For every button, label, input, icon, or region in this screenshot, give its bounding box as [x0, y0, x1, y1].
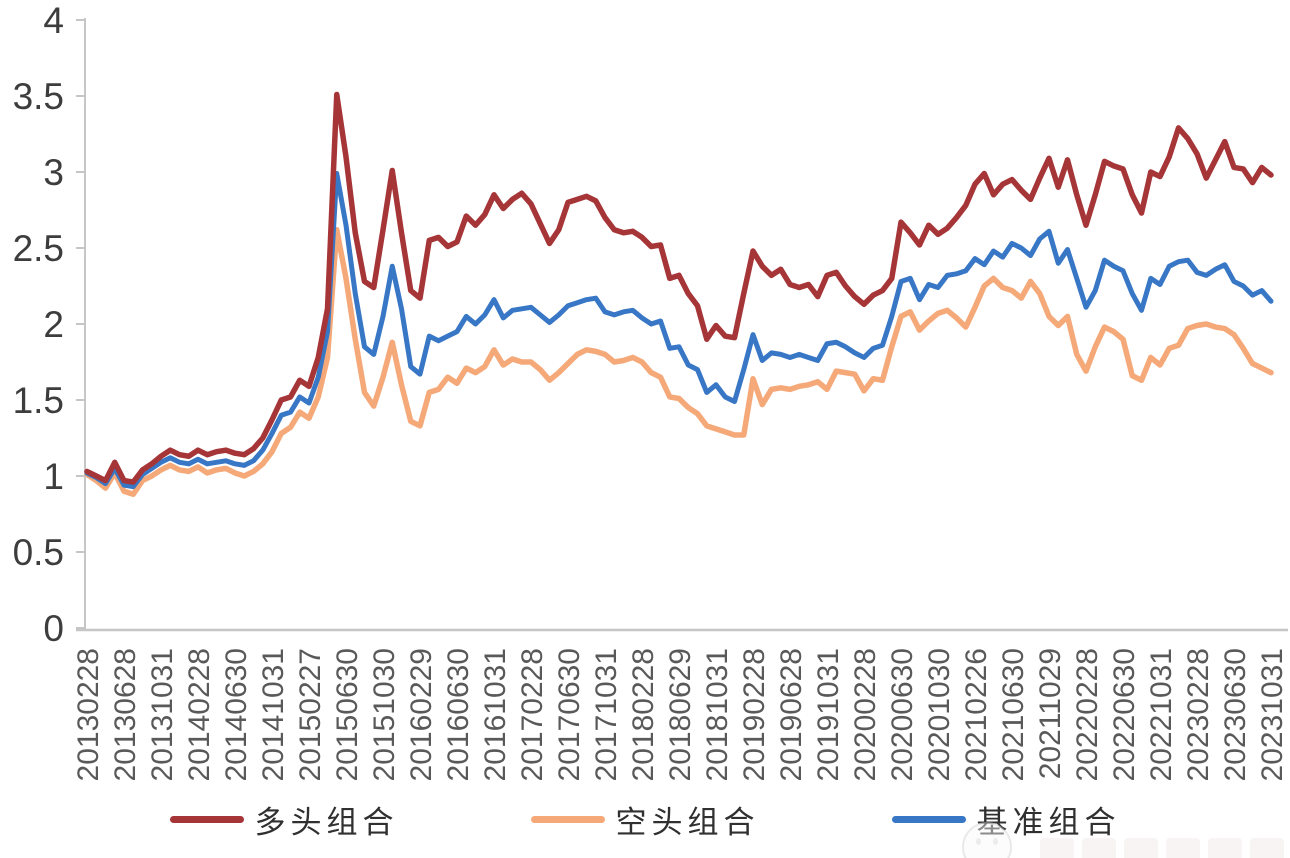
svg-text:20180629: 20180629: [664, 648, 697, 781]
svg-text:20150630: 20150630: [331, 648, 364, 781]
svg-text:3: 3: [43, 152, 64, 193]
svg-text:20190628: 20190628: [775, 648, 808, 781]
svg-text:1: 1: [43, 456, 64, 497]
svg-text:20181031: 20181031: [701, 648, 734, 781]
legend-item-short-portfolio: 空头组合: [530, 797, 760, 842]
legend-item-benchmark-portfolio: 基准组合: [891, 797, 1121, 842]
svg-text:2.5: 2.5: [13, 228, 64, 269]
legend-line-swatch-benchmark: [891, 816, 966, 823]
svg-text:20140228: 20140228: [183, 648, 216, 781]
svg-text:20230228: 20230228: [1182, 648, 1215, 781]
svg-text:20220228: 20220228: [1071, 648, 1104, 781]
legend-label-benchmark: 基准组合: [976, 805, 1121, 840]
svg-text:20150227: 20150227: [294, 648, 327, 781]
svg-text:20161031: 20161031: [479, 648, 512, 781]
svg-text:20220630: 20220630: [1108, 648, 1141, 781]
svg-text:20201030: 20201030: [923, 648, 956, 781]
svg-text:20221031: 20221031: [1145, 648, 1178, 781]
legend-item-long-portfolio: 多头组合: [169, 797, 399, 842]
svg-text:20191031: 20191031: [812, 648, 845, 781]
legend-label-long: 多头组合: [254, 805, 399, 840]
svg-text:20180228: 20180228: [627, 648, 660, 781]
svg-text:20131031: 20131031: [146, 648, 179, 781]
legend-label-short: 空头组合: [615, 805, 760, 840]
svg-text:0.5: 0.5: [13, 532, 64, 573]
svg-text:20160229: 20160229: [405, 648, 438, 781]
svg-text:20210226: 20210226: [960, 648, 993, 781]
svg-text:20210630: 20210630: [997, 648, 1030, 781]
svg-text:20130228: 20130228: [72, 648, 105, 781]
svg-text:20200630: 20200630: [886, 648, 919, 781]
svg-text:20151030: 20151030: [368, 648, 401, 781]
svg-text:20130628: 20130628: [109, 648, 142, 781]
svg-text:4: 4: [43, 0, 64, 41]
svg-text:20141031: 20141031: [257, 648, 290, 781]
svg-text:20160630: 20160630: [442, 648, 475, 781]
chart-legend: 多头组合 空头组合 基准组合: [0, 797, 1290, 842]
svg-text:1.5: 1.5: [13, 380, 64, 421]
svg-text:3.5: 3.5: [13, 76, 64, 117]
svg-text:20211029: 20211029: [1034, 648, 1067, 779]
legend-line-swatch-long: [169, 816, 244, 823]
svg-text:20171031: 20171031: [590, 648, 623, 781]
svg-text:20200228: 20200228: [849, 648, 882, 781]
svg-text:20230630: 20230630: [1219, 648, 1252, 781]
svg-text:20170630: 20170630: [553, 648, 586, 781]
svg-text:2: 2: [43, 304, 64, 345]
svg-text:20190228: 20190228: [738, 648, 771, 781]
legend-line-swatch-short: [530, 816, 605, 823]
svg-text:20140630: 20140630: [220, 648, 253, 781]
svg-text:0: 0: [43, 608, 64, 649]
svg-text:20170228: 20170228: [516, 648, 549, 781]
svg-text:20231031: 20231031: [1256, 648, 1289, 781]
